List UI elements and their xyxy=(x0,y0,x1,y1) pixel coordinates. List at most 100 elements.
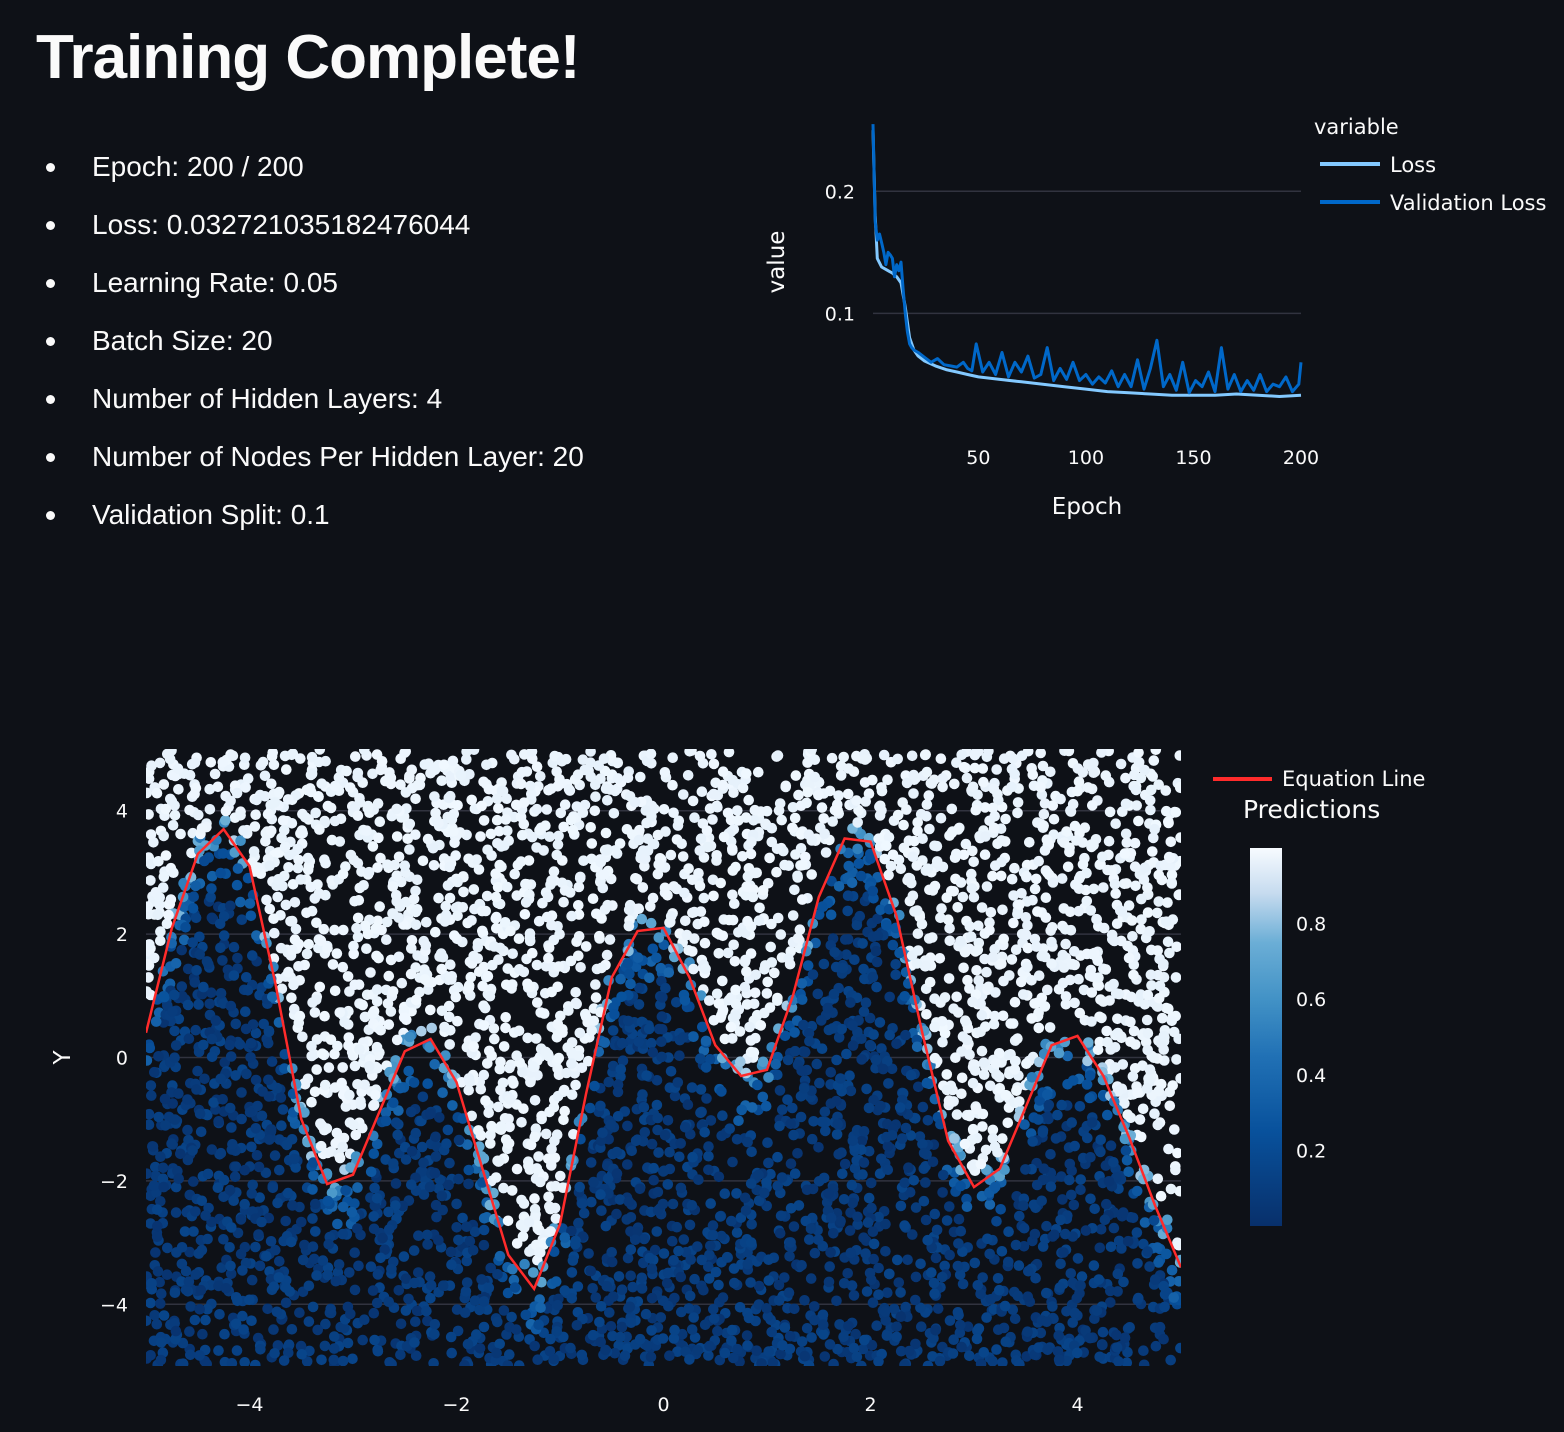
scatter-point xyxy=(311,1064,323,1075)
scatter-point xyxy=(1171,1054,1181,1065)
series-line-loss xyxy=(871,130,1302,398)
scatter-point xyxy=(421,1305,432,1317)
scatter-point xyxy=(157,1173,169,1184)
scatter-point xyxy=(820,1125,831,1137)
scatter-point xyxy=(1042,1344,1053,1356)
scatter-point xyxy=(258,1018,270,1030)
scatter-point xyxy=(240,1023,252,1035)
scatter-point xyxy=(742,1258,754,1270)
scatter-point xyxy=(1149,1108,1160,1119)
scatter-point xyxy=(1139,862,1151,873)
scatter-point xyxy=(909,835,920,847)
scatter-point xyxy=(842,934,854,945)
scatter-point xyxy=(1131,800,1142,811)
scatter-point xyxy=(333,1259,345,1270)
scatter-point xyxy=(176,1276,187,1287)
scatter-point xyxy=(816,1015,827,1026)
scatter-point xyxy=(555,1010,566,1022)
scatter-point xyxy=(674,1151,685,1163)
scatter-point xyxy=(951,757,962,768)
scatter-point xyxy=(180,1284,192,1296)
scatter-point xyxy=(645,749,657,760)
scatter-point xyxy=(1055,1258,1066,1270)
scatter-point xyxy=(1069,1307,1081,1319)
scatter-point xyxy=(794,924,806,935)
scatter-point xyxy=(250,1123,262,1134)
scatter-point xyxy=(337,961,349,973)
scatter-point xyxy=(429,1328,440,1340)
scatter-point xyxy=(1087,800,1098,811)
scatter-point xyxy=(809,1301,820,1312)
scatter-point xyxy=(372,798,384,809)
scatter-point xyxy=(920,1214,932,1226)
scatter-point xyxy=(700,1062,712,1073)
scatter-point xyxy=(976,902,988,913)
scatter-point xyxy=(410,1350,422,1361)
scatter-point xyxy=(1088,757,1099,769)
scatter-point xyxy=(421,1229,433,1241)
scatter-point xyxy=(393,851,405,863)
scatter-point xyxy=(871,956,883,968)
scatter-point xyxy=(410,829,421,840)
scatter-point xyxy=(332,1218,343,1230)
scatter-point xyxy=(1127,1212,1139,1224)
scatter-point xyxy=(445,1331,457,1343)
scatter-point xyxy=(463,1164,475,1176)
scatter-point xyxy=(1115,1031,1127,1042)
scatter-point xyxy=(859,973,870,985)
scatter-point xyxy=(146,959,153,970)
scatter-point xyxy=(585,1157,597,1168)
scatter-point xyxy=(1041,1220,1052,1232)
scatter-point xyxy=(328,1343,340,1354)
scatter-point xyxy=(792,870,803,882)
scatter-point xyxy=(511,1238,523,1249)
scatter-point xyxy=(985,907,997,918)
scatter-point xyxy=(773,1295,785,1306)
scatter-point xyxy=(640,1308,652,1320)
scatter-point xyxy=(257,756,269,768)
scatter-point xyxy=(337,1228,349,1240)
scatter-point xyxy=(979,802,991,813)
scatter-point xyxy=(307,1213,318,1224)
x-tick-label: 2 xyxy=(864,1394,876,1416)
scatter-point xyxy=(1041,1287,1052,1299)
scatter-point xyxy=(204,804,216,815)
scatter-point xyxy=(1036,1195,1047,1207)
scatter-point xyxy=(651,1099,663,1111)
scatter-point xyxy=(281,764,292,775)
scatter-point xyxy=(883,903,895,915)
scatter-point xyxy=(153,856,164,867)
scatter-point xyxy=(1135,1131,1147,1143)
scatter-point xyxy=(558,896,569,908)
scatter-point xyxy=(287,1200,298,1211)
scatter-point xyxy=(558,821,569,833)
scatter-point xyxy=(1174,750,1181,761)
scatter-point xyxy=(766,1326,777,1338)
scatter-point xyxy=(352,1079,363,1090)
scatter-point xyxy=(884,991,895,1003)
scatter-point xyxy=(1146,980,1157,991)
scatter-point xyxy=(182,1154,194,1166)
scatter-point xyxy=(753,766,764,778)
scatter-point xyxy=(246,1141,257,1153)
scatter-point xyxy=(880,1218,891,1230)
scatter-point xyxy=(858,1232,869,1243)
scatter-point xyxy=(457,902,469,913)
scatter-point xyxy=(949,778,960,790)
scatter-point xyxy=(468,884,480,895)
scatter-point xyxy=(583,1248,594,1259)
scatter-point xyxy=(612,757,623,769)
scatter-point xyxy=(520,1309,532,1321)
scatter-point xyxy=(1126,915,1138,926)
scatter-point xyxy=(307,1301,319,1313)
scatter-point xyxy=(872,913,883,925)
scatter-point xyxy=(964,1049,975,1060)
scatter-point xyxy=(478,1020,490,1031)
scatter-point xyxy=(1132,1087,1143,1098)
scatter-point xyxy=(818,958,830,970)
scatter-point xyxy=(763,1072,774,1083)
scatter-point xyxy=(178,934,190,946)
scatter-point xyxy=(586,853,597,865)
scatter-point xyxy=(217,955,228,966)
scatter-point xyxy=(975,1158,987,1170)
